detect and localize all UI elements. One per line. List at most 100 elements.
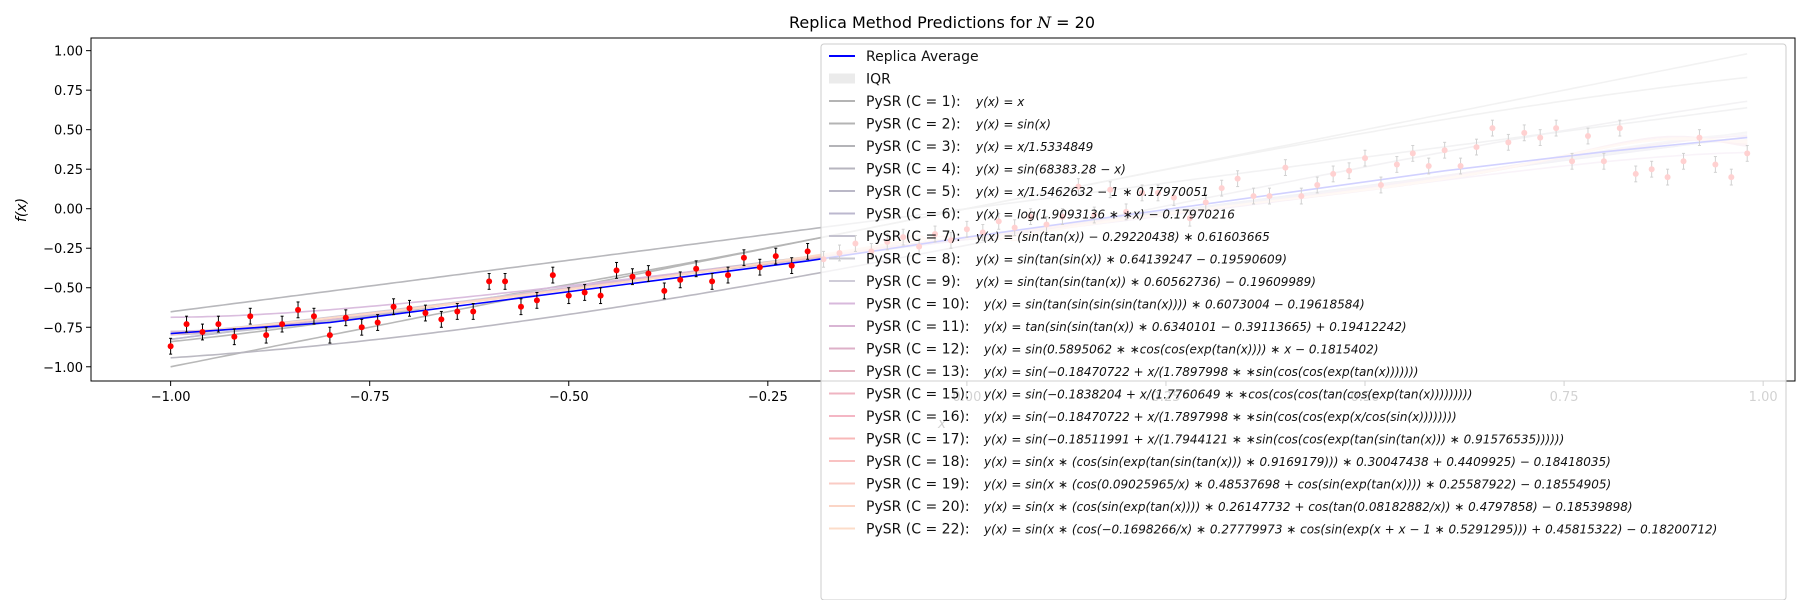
legend-expression: y(x) = sin(x ∗ (cos(0.09025965/x) ∗ 0.48… bbox=[983, 478, 1611, 492]
data-point bbox=[804, 248, 811, 255]
data-point bbox=[517, 303, 524, 310]
x-tick-label: −1.00 bbox=[151, 390, 191, 405]
data-point bbox=[295, 306, 302, 313]
legend-label: PySR (C = 18): bbox=[866, 454, 970, 470]
data-point bbox=[661, 287, 668, 294]
data-point bbox=[772, 253, 779, 260]
data-point bbox=[422, 310, 429, 317]
data-point bbox=[486, 278, 493, 285]
legend-expression: y(x) = tan(sin(sin(tan(x)) ∗ 0.6340101 −… bbox=[983, 320, 1407, 334]
data-point bbox=[725, 272, 732, 279]
data-point bbox=[279, 321, 286, 328]
legend-expression: y(x) = sin(−0.18470722 + x/(1.7897998 ∗ … bbox=[983, 410, 1457, 424]
data-point bbox=[709, 278, 716, 285]
legend-handle bbox=[829, 73, 855, 84]
legend-label: PySR (C = 9): bbox=[866, 274, 961, 290]
x-tick-label: −0.50 bbox=[549, 390, 589, 405]
legend-label: PySR (C = 11): bbox=[866, 319, 970, 335]
y-tick-label: 0.25 bbox=[54, 163, 83, 178]
x-tick-label: −0.25 bbox=[748, 390, 788, 405]
y-tick-label: −0.75 bbox=[43, 321, 83, 336]
data-point bbox=[358, 324, 365, 331]
chart-title: Replica Method Predictions for N = 20 bbox=[789, 13, 1095, 32]
data-point bbox=[454, 308, 461, 315]
legend-expression: y(x) = sin(tan(sin(x)) ∗ 0.64139247 − 0.… bbox=[975, 253, 1287, 267]
legend-expression: y(x) = sin(−0.1838204 + x/(1.7760649 ∗ ∗… bbox=[983, 388, 1472, 402]
y-tick-label: 1.00 bbox=[54, 45, 83, 60]
data-point bbox=[263, 332, 270, 339]
data-point bbox=[406, 305, 413, 312]
legend-expression: y(x) = sin(68383.28 − x) bbox=[975, 163, 1126, 177]
y-tick-label: 0.00 bbox=[54, 203, 83, 218]
data-point bbox=[740, 254, 747, 261]
legend-label: PySR (C = 16): bbox=[866, 409, 970, 425]
y-tick-label: −0.50 bbox=[43, 282, 83, 297]
legend-expression: y(x) = log(1.9093136 ∗ ∗x) − 0.17970216 bbox=[975, 208, 1235, 222]
legend-expression: y(x) = sin(tan(sin(tan(x)) ∗ 0.60562736)… bbox=[975, 275, 1316, 289]
legend-expression: y(x) = (sin(tan(x)) − 0.29220438) ∗ 0.61… bbox=[975, 230, 1270, 244]
legend-expression: y(x) = sin(−0.18511991 + x/(1.7944121 ∗ … bbox=[983, 433, 1564, 447]
data-point bbox=[565, 292, 572, 299]
data-point bbox=[199, 329, 206, 335]
data-point bbox=[677, 276, 684, 283]
legend-label: PySR (C = 15): bbox=[866, 387, 970, 403]
y-tick-label: −1.00 bbox=[43, 361, 83, 376]
legend-label: PySR (C = 10): bbox=[866, 297, 970, 313]
data-point bbox=[470, 308, 477, 315]
data-point bbox=[597, 292, 604, 299]
legend-label: IQR bbox=[866, 72, 891, 88]
legend-label: PySR (C = 1): bbox=[866, 94, 961, 110]
y-tick-label: −0.25 bbox=[43, 242, 83, 257]
legend-expression: y(x) = sin(x ∗ (cos(−0.1698266/x) ∗ 0.27… bbox=[983, 523, 1717, 537]
legend-label: PySR (C = 20): bbox=[866, 499, 970, 515]
legend-expression: y(x) = x/1.5462632 − 1 ∗ 0.17970051 bbox=[975, 185, 1209, 199]
legend-label: PySR (C = 3): bbox=[866, 139, 961, 155]
legend-label: PySR (C = 19): bbox=[866, 477, 970, 493]
data-point bbox=[613, 267, 620, 274]
data-point bbox=[533, 297, 540, 304]
data-point bbox=[549, 272, 556, 279]
legend-label: PySR (C = 13): bbox=[866, 364, 970, 380]
legend-label: PySR (C = 7): bbox=[866, 229, 961, 245]
legend-expression: y(x) = sin(x ∗ (cos(sin(exp(tan(sin(tan(… bbox=[983, 455, 1611, 469]
data-point bbox=[581, 289, 588, 296]
legend: Replica Average IQR PySR (C = 1): y(x) = x P… bbox=[820, 43, 1787, 600]
data-point bbox=[438, 316, 445, 323]
data-point bbox=[215, 321, 222, 328]
legend-label: PySR (C = 12): bbox=[866, 342, 970, 358]
data-point bbox=[310, 313, 317, 320]
legend-expression: y(x) = sin(−0.18470722 + x/(1.7897998 ∗ … bbox=[983, 365, 1418, 379]
data-point bbox=[167, 343, 174, 350]
y-tick-label: 0.75 bbox=[54, 84, 83, 99]
legend-expression: y(x) = x bbox=[975, 95, 1025, 109]
legend-label: PySR (C = 2): bbox=[866, 117, 961, 133]
data-point bbox=[645, 270, 652, 277]
y-axis-label: f(x) bbox=[14, 198, 30, 222]
legend-box bbox=[820, 43, 1787, 600]
legend-expression: y(x) = sin(tan(sin(sin(sin(tan(x)))) ∗ 0… bbox=[983, 298, 1365, 312]
data-point bbox=[326, 332, 333, 339]
legend-label: PySR (C = 22): bbox=[866, 522, 970, 538]
data-point bbox=[788, 262, 795, 269]
data-point bbox=[756, 264, 763, 271]
legend-label: Replica Average bbox=[866, 49, 979, 65]
data-point bbox=[374, 319, 381, 326]
data-point bbox=[693, 265, 700, 272]
legend-label: PySR (C = 17): bbox=[866, 432, 970, 448]
legend-expression: y(x) = x/1.5334849 bbox=[975, 140, 1093, 154]
x-tick-label: −0.75 bbox=[350, 390, 390, 405]
data-point bbox=[247, 313, 254, 320]
legend-label: PySR (C = 5): bbox=[866, 184, 961, 200]
legend-label: PySR (C = 8): bbox=[866, 252, 961, 268]
legend-expression: y(x) = sin(x ∗ (cos(sin(exp(tan(x)))) ∗ … bbox=[983, 500, 1633, 514]
legend-expression: y(x) = sin(0.5895062 ∗ ∗cos(cos(exp(tan(… bbox=[983, 343, 1379, 357]
data-point bbox=[183, 321, 190, 328]
data-point bbox=[342, 314, 349, 321]
data-point bbox=[629, 273, 636, 280]
legend-label: PySR (C = 6): bbox=[866, 207, 961, 223]
data-point bbox=[390, 303, 397, 310]
data-point bbox=[502, 278, 509, 285]
legend-label: PySR (C = 4): bbox=[866, 162, 961, 178]
y-tick-label: 0.50 bbox=[54, 124, 83, 139]
